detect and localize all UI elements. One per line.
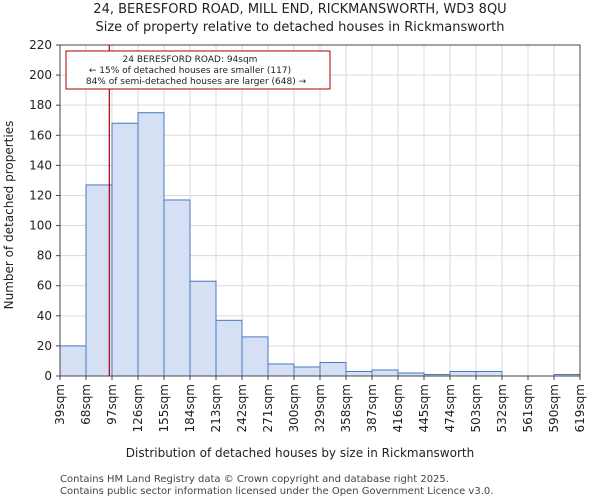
x-tick-label-1: 68sqm: [79, 384, 93, 425]
annotation-line-1: 24 BERESFORD ROAD: 94sqm: [123, 55, 258, 65]
chart-title: 24, BERESFORD ROAD, MILL END, RICKMANSWO…: [93, 2, 506, 17]
y-tick-label-7: 140: [29, 158, 52, 172]
x-tick-label-13: 416sqm: [391, 384, 405, 432]
y-tick-label-1: 20: [37, 339, 52, 353]
x-tick-label-2: 97sqm: [105, 384, 119, 425]
bar-213sqm: [215, 319, 243, 377]
y-tick-label-11: 220: [29, 38, 52, 52]
bar-242sqm: [241, 336, 269, 377]
x-tick-label-11: 358sqm: [339, 384, 353, 432]
y-tick-label-10: 200: [29, 68, 52, 82]
bar-39sqm: [59, 345, 87, 377]
annotation-line-3: 84% of semi-detached houses are larger (…: [86, 77, 307, 87]
bar-271sqm: [267, 363, 295, 377]
bar-329sqm: [319, 361, 347, 377]
y-tick-label-0: 0: [44, 369, 52, 383]
x-tick-label-12: 387sqm: [365, 384, 379, 432]
x-tick-label-10: 329sqm: [313, 384, 327, 432]
x-tick-label-3: 126sqm: [131, 384, 145, 432]
annotation-box: 24 BERESFORD ROAD: 94sqm ← 15% of detach…: [65, 50, 331, 90]
bar-474sqm: [449, 370, 477, 377]
y-axis-ticks: 0 20 40 60 80 100 120 140 160 180 200 220: [29, 38, 60, 383]
x-tick-label-16: 503sqm: [469, 384, 483, 432]
y-tick-label-8: 160: [29, 128, 52, 142]
x-axis-label: Distribution of detached houses by size …: [126, 446, 474, 460]
x-tick-label-20: 619sqm: [573, 384, 587, 432]
bar-387sqm: [371, 369, 399, 377]
annotation-frame: [65, 50, 331, 90]
x-tick-label-4: 155sqm: [157, 384, 171, 432]
footer-line-1: Contains HM Land Registry data © Crown c…: [60, 474, 449, 485]
bar-300sqm: [293, 366, 321, 377]
bar-155sqm: [163, 199, 191, 377]
y-tick-label-3: 60: [37, 279, 52, 293]
bar-126sqm: [137, 112, 165, 377]
y-tick-label-2: 40: [37, 309, 52, 323]
x-tick-label-17: 532sqm: [495, 384, 509, 432]
bars: [59, 112, 581, 377]
bar-97sqm: [111, 122, 139, 377]
chart-subtitle: Size of property relative to detached ho…: [95, 20, 504, 35]
bar-68sqm: [85, 184, 113, 377]
y-tick-label-4: 80: [37, 249, 52, 263]
y-tick-label-5: 100: [29, 219, 52, 233]
bar-184sqm: [189, 280, 217, 377]
y-tick-label-6: 120: [29, 188, 52, 202]
footer-line-2: Contains public sector information licen…: [60, 486, 493, 497]
x-axis-ticks: 39sqm 68sqm 97sqm 126sqm 155sqm 184sqm 213sqm 2…: [53, 376, 587, 432]
x-tick-label-9: 300sqm: [287, 384, 301, 432]
x-tick-label-15: 474sqm: [443, 384, 457, 432]
x-tick-label-6: 213sqm: [209, 384, 223, 432]
x-tick-label-7: 242sqm: [235, 384, 249, 432]
bar-358sqm: [345, 370, 373, 377]
x-tick-label-8: 271sqm: [261, 384, 275, 432]
annotation-line-2: ← 15% of detached houses are smaller (11…: [89, 66, 291, 76]
y-tick-label-9: 180: [29, 98, 52, 112]
x-tick-label-14: 445sqm: [417, 384, 431, 432]
bar-503sqm: [475, 370, 503, 377]
y-axis-label: Number of detached properties: [2, 121, 16, 310]
x-tick-label-5: 184sqm: [183, 384, 197, 432]
x-tick-label-19: 590sqm: [547, 384, 561, 432]
x-tick-label-0: 39sqm: [53, 384, 67, 425]
x-tick-label-18: 561sqm: [521, 384, 535, 432]
